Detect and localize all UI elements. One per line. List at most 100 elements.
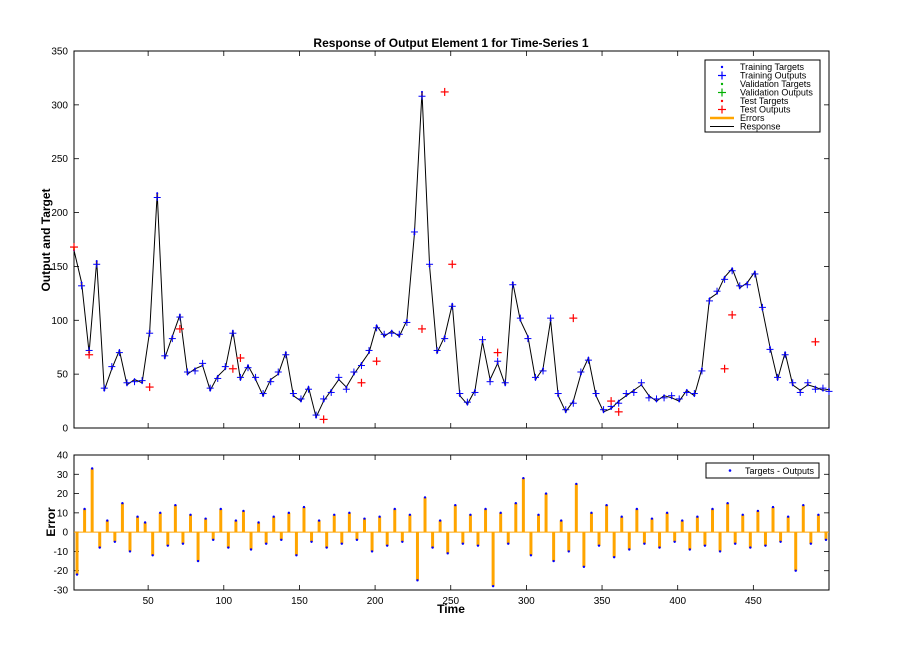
legend-dot-symbol xyxy=(720,82,724,86)
error-point xyxy=(802,503,805,507)
error-point xyxy=(242,509,245,513)
y-tick-label: 0 xyxy=(62,528,68,539)
test-output-marker xyxy=(614,407,623,416)
error-point xyxy=(499,511,502,515)
training-target-marker xyxy=(738,286,741,289)
training-target-marker xyxy=(828,388,830,391)
test-output-marker xyxy=(417,324,426,333)
response-plot-frame xyxy=(73,50,830,429)
training-target-marker xyxy=(194,367,197,370)
training-target-marker xyxy=(784,351,787,354)
training-target-marker xyxy=(171,335,174,338)
y-tick-label: 150 xyxy=(51,262,68,273)
y-tick-label: 350 xyxy=(51,47,68,58)
response-plot: Response of Output Element 1 for Time-Se… xyxy=(39,36,833,435)
legend-entry: Response xyxy=(710,122,781,132)
y-tick-label: -20 xyxy=(54,566,69,577)
training-target-marker xyxy=(299,400,302,403)
training-target-marker xyxy=(557,394,560,397)
training-target-marker xyxy=(390,330,393,333)
error-point xyxy=(665,511,669,515)
training-target-marker xyxy=(806,383,809,386)
error-point xyxy=(718,550,722,553)
error-point xyxy=(590,511,593,515)
error-point xyxy=(423,496,427,499)
training-target-marker xyxy=(269,378,272,381)
error-point xyxy=(295,554,298,557)
error-point xyxy=(605,503,608,507)
training-target-marker xyxy=(405,319,408,322)
training-target-marker xyxy=(375,324,378,327)
error-point xyxy=(658,546,661,549)
test-output-marker xyxy=(236,353,245,362)
training-target-marker xyxy=(420,90,423,93)
legend-dot-symbol xyxy=(720,65,724,69)
training-target-marker xyxy=(761,308,764,311)
error-point xyxy=(544,492,548,495)
error-point xyxy=(469,513,472,516)
training-target-marker xyxy=(360,362,363,365)
error-point xyxy=(204,517,207,520)
training-target-marker xyxy=(663,394,666,397)
error-point xyxy=(620,515,623,518)
training-target-marker xyxy=(224,367,227,370)
error-point xyxy=(280,538,283,542)
training-target-marker xyxy=(110,367,113,370)
training-target-marker xyxy=(466,403,469,406)
test-output-marker xyxy=(811,337,820,346)
legend-dot-symbol xyxy=(728,469,732,472)
training-target-marker xyxy=(572,400,575,403)
training-target-marker xyxy=(443,335,446,338)
error-point xyxy=(431,546,434,549)
training-target-marker xyxy=(246,364,249,367)
training-target-marker xyxy=(700,367,703,370)
training-target-marker xyxy=(156,192,159,195)
training-target-marker xyxy=(383,335,386,338)
training-output-marker xyxy=(418,92,426,100)
error-bars xyxy=(74,467,829,588)
y-tick-label: -10 xyxy=(54,547,69,558)
error-point xyxy=(567,550,570,553)
training-target-marker xyxy=(753,270,756,273)
error-point xyxy=(764,544,767,547)
training-target-marker xyxy=(791,383,794,386)
error-point xyxy=(310,540,313,543)
training-target-marker xyxy=(579,373,582,376)
training-target-marker xyxy=(670,396,673,399)
training-target-marker xyxy=(80,281,83,284)
error-point xyxy=(552,559,555,563)
training-target-marker xyxy=(186,373,189,376)
training-target-marker xyxy=(125,383,128,386)
y-tick-label: 300 xyxy=(51,100,68,111)
training-target-marker xyxy=(103,389,106,392)
test-output-marker xyxy=(440,87,449,96)
error-point xyxy=(703,544,707,547)
training-target-marker xyxy=(708,297,711,300)
test-output-marker xyxy=(319,415,328,424)
error-point xyxy=(136,515,139,518)
training-target-marker xyxy=(292,394,295,397)
training-target-marker xyxy=(594,394,597,397)
legend-label: Test Targets xyxy=(740,96,789,106)
error-point xyxy=(696,515,699,518)
error-point xyxy=(794,569,797,572)
test-output-marker xyxy=(607,397,616,406)
training-target-marker xyxy=(231,330,234,333)
error-point xyxy=(393,507,396,511)
test-output-marker xyxy=(728,310,737,319)
training-target-marker xyxy=(511,281,514,284)
training-target-marker xyxy=(526,335,529,338)
error-point xyxy=(249,548,253,551)
training-target-marker xyxy=(534,378,537,381)
training-target-marker xyxy=(458,394,461,397)
error-point xyxy=(438,519,442,522)
training-target-marker xyxy=(587,356,590,359)
training-target-marker xyxy=(254,378,257,381)
error-point xyxy=(159,511,162,515)
y-tick-label: -30 xyxy=(54,586,69,597)
error-point xyxy=(522,476,525,480)
error-point xyxy=(711,507,714,511)
legend-dot-symbol xyxy=(720,99,724,103)
error-plot-frame xyxy=(73,454,830,591)
test-output-marker xyxy=(85,350,94,359)
